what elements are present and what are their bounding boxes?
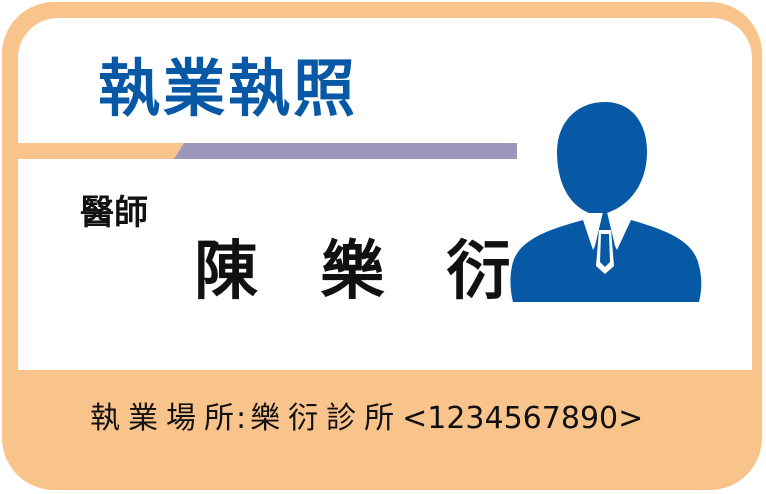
avatar-head [557,102,647,213]
license-title: 執業執照 [98,52,359,125]
workplace-separator: : [236,401,247,436]
stripe-orange-segment [8,143,184,159]
workplace-label: 執業場所 [90,401,242,436]
holder-name: 陳 樂 衍 [194,235,531,309]
decorative-stripe [8,143,517,159]
license-number: <1234567890> [402,401,644,436]
profession-label: 醫師 [80,193,148,233]
person-silhouette-icon [510,102,702,302]
workplace-name: 樂衍診所 [250,401,403,436]
workplace-line: 執業場所: 樂衍診所<1234567890> [90,404,643,434]
stripe-purple-segment [174,143,517,159]
avatar-tie-inner [600,234,610,267]
